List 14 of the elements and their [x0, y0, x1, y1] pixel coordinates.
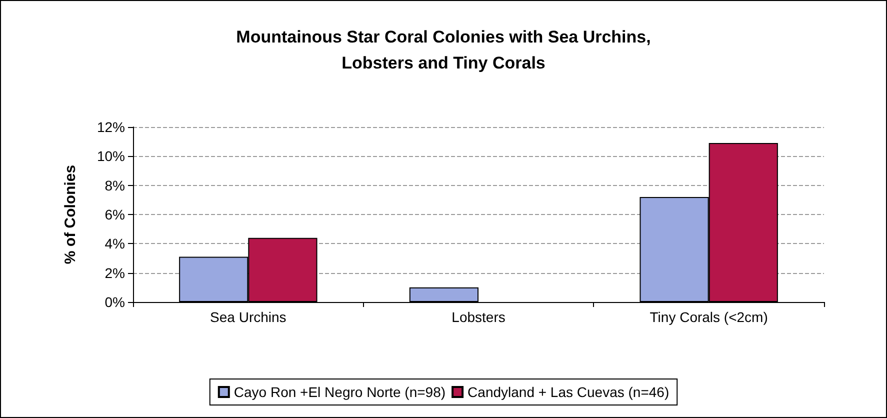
x-tick-label: Tiny Corals (<2cm) [650, 309, 768, 325]
y-tick-label: 4% [104, 236, 125, 252]
y-tick-label: 6% [104, 206, 125, 222]
y-tick-label: 12% [96, 119, 125, 135]
y-axis-title: % of Colonies [62, 164, 79, 264]
legend-label: Cayo Ron +El Negro Norte (n=98) [234, 384, 446, 400]
y-tick-label: 0% [104, 294, 125, 310]
x-tick-label: Sea Urchins [210, 309, 286, 325]
y-tick-label: 10% [96, 148, 125, 164]
chart-title: Mountainous Star Coral Colonies with Sea Urchins, Lobsters and Tiny Corals [236, 28, 651, 72]
y-tick-label: 8% [104, 177, 125, 194]
legend-label: Candyland + Las Cuevas (n=46) [468, 384, 670, 400]
y-tick-label: 2% [104, 264, 125, 281]
x-tick-label: Lobsters [452, 309, 506, 325]
